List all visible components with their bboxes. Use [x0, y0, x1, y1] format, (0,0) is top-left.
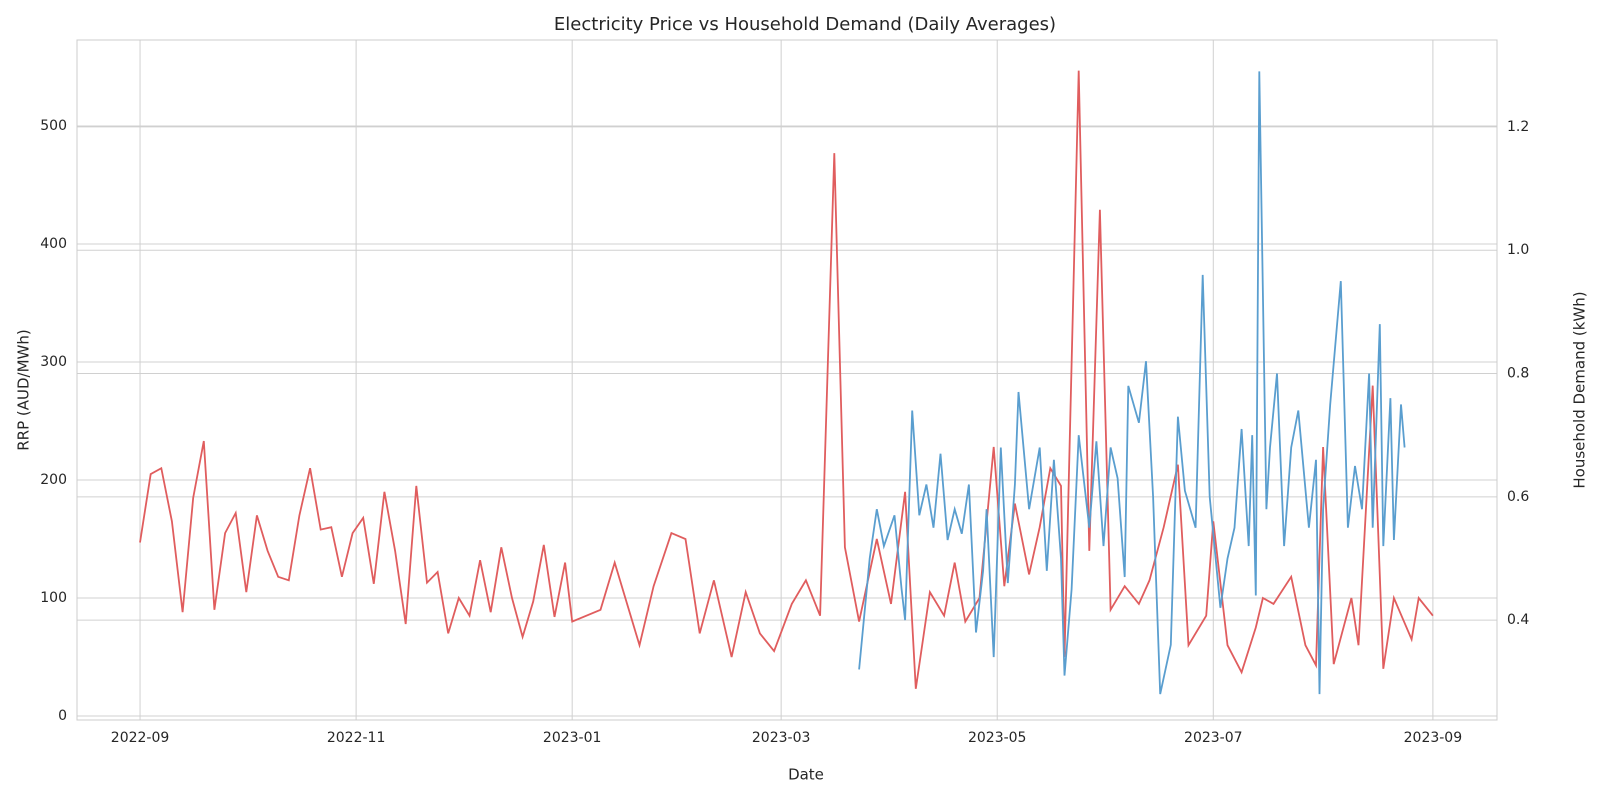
y2-tick-label: 0.4 [1507, 612, 1529, 628]
y-tick-label: 100 [40, 590, 67, 606]
y-tick-label: 200 [40, 472, 67, 488]
y2-tick-label: 0.8 [1507, 366, 1529, 382]
y-axis-label: RRP (AUD/MWh) [15, 329, 33, 451]
x-tick-label: 2023-05 [968, 730, 1027, 746]
x-tick-label: 2022-11 [327, 730, 386, 746]
y-tick-label: 500 [40, 118, 67, 134]
y-tick-label: 300 [40, 354, 67, 370]
x-tick-label: 2023-09 [1404, 730, 1463, 746]
y-tick-label: 400 [40, 236, 67, 252]
plot-frame [76, 39, 1498, 721]
y-tick-label: 0 [58, 708, 67, 724]
y2-tick-label: 1.0 [1507, 242, 1529, 258]
x-tick-label: 2023-07 [1184, 730, 1243, 746]
x-tick-label: 2022-09 [111, 730, 170, 746]
x-tick-label: 2023-01 [543, 730, 602, 746]
y2-tick-label: 1.2 [1507, 119, 1529, 135]
y2-axis-label: Household Demand (kWh) [1571, 291, 1589, 488]
series-line [858, 71, 1406, 695]
series-line [139, 70, 1434, 689]
chart-title: Electricity Price vs Household Demand (D… [554, 14, 1056, 35]
x-axis-label: Date [788, 766, 824, 784]
y2-tick-label: 0.6 [1507, 489, 1529, 505]
x-tick-label: 2023-03 [752, 730, 811, 746]
